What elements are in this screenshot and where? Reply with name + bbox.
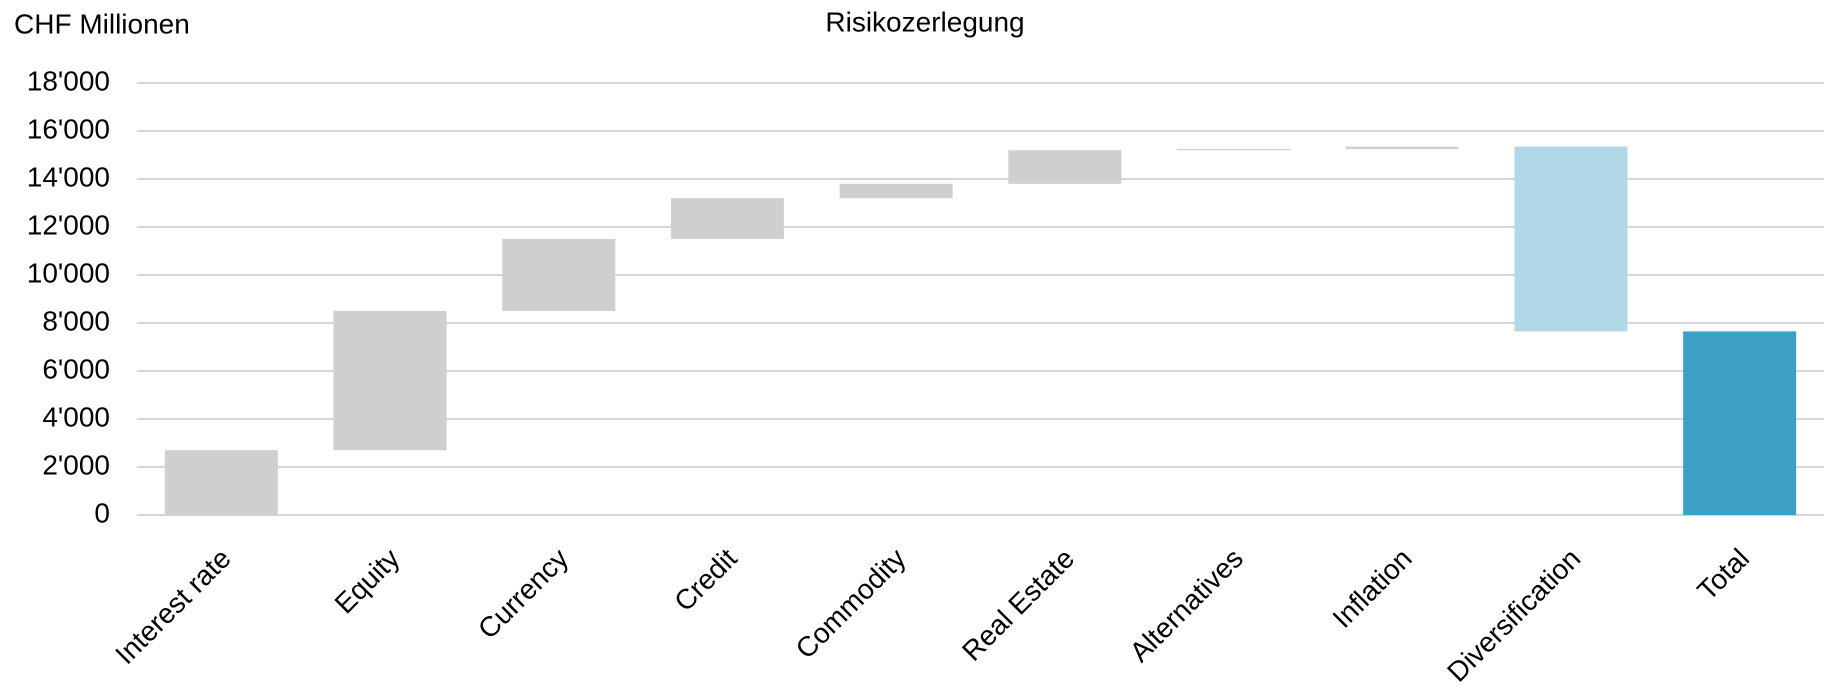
y-tick-label: 4'000 <box>42 401 110 432</box>
x-tick-label: Interest rate <box>109 543 237 671</box>
chart-title: Risikozerlegung <box>825 6 1024 37</box>
x-tick-label: Inflation <box>1326 543 1417 634</box>
bar <box>1514 146 1628 332</box>
x-tick-label: Credit <box>668 542 743 617</box>
y-tick-label: 14'000 <box>27 161 110 192</box>
x-tick-label: Alternatives <box>1124 543 1249 668</box>
y-tick-label: 6'000 <box>42 353 110 384</box>
bar <box>1177 149 1291 151</box>
x-tick-label: Diversification <box>1441 543 1586 688</box>
y-tick-label: 8'000 <box>42 305 110 336</box>
bar <box>502 239 616 311</box>
y-tick-label: 10'000 <box>27 257 110 288</box>
bar <box>839 183 953 199</box>
y-tick-label: 18'000 <box>27 65 110 96</box>
bar <box>1345 146 1459 149</box>
bar <box>164 450 278 515</box>
y-tick-label: 16'000 <box>27 113 110 144</box>
y-tick-label: 12'000 <box>27 209 110 240</box>
x-tick-label: Commodity <box>790 543 912 665</box>
bar <box>670 198 784 239</box>
bar <box>1008 150 1122 184</box>
bar <box>1683 331 1797 515</box>
y-tick-label: 0 <box>94 497 110 528</box>
x-tick-label: Equity <box>329 543 406 620</box>
y-axis-label: CHF Millionen <box>14 8 190 39</box>
x-tick-label: Currency <box>472 543 574 645</box>
x-tick-label: Real Estate <box>956 543 1080 667</box>
y-tick-label: 2'000 <box>42 449 110 480</box>
x-tick-label: Total <box>1691 543 1755 607</box>
bar <box>333 311 447 451</box>
